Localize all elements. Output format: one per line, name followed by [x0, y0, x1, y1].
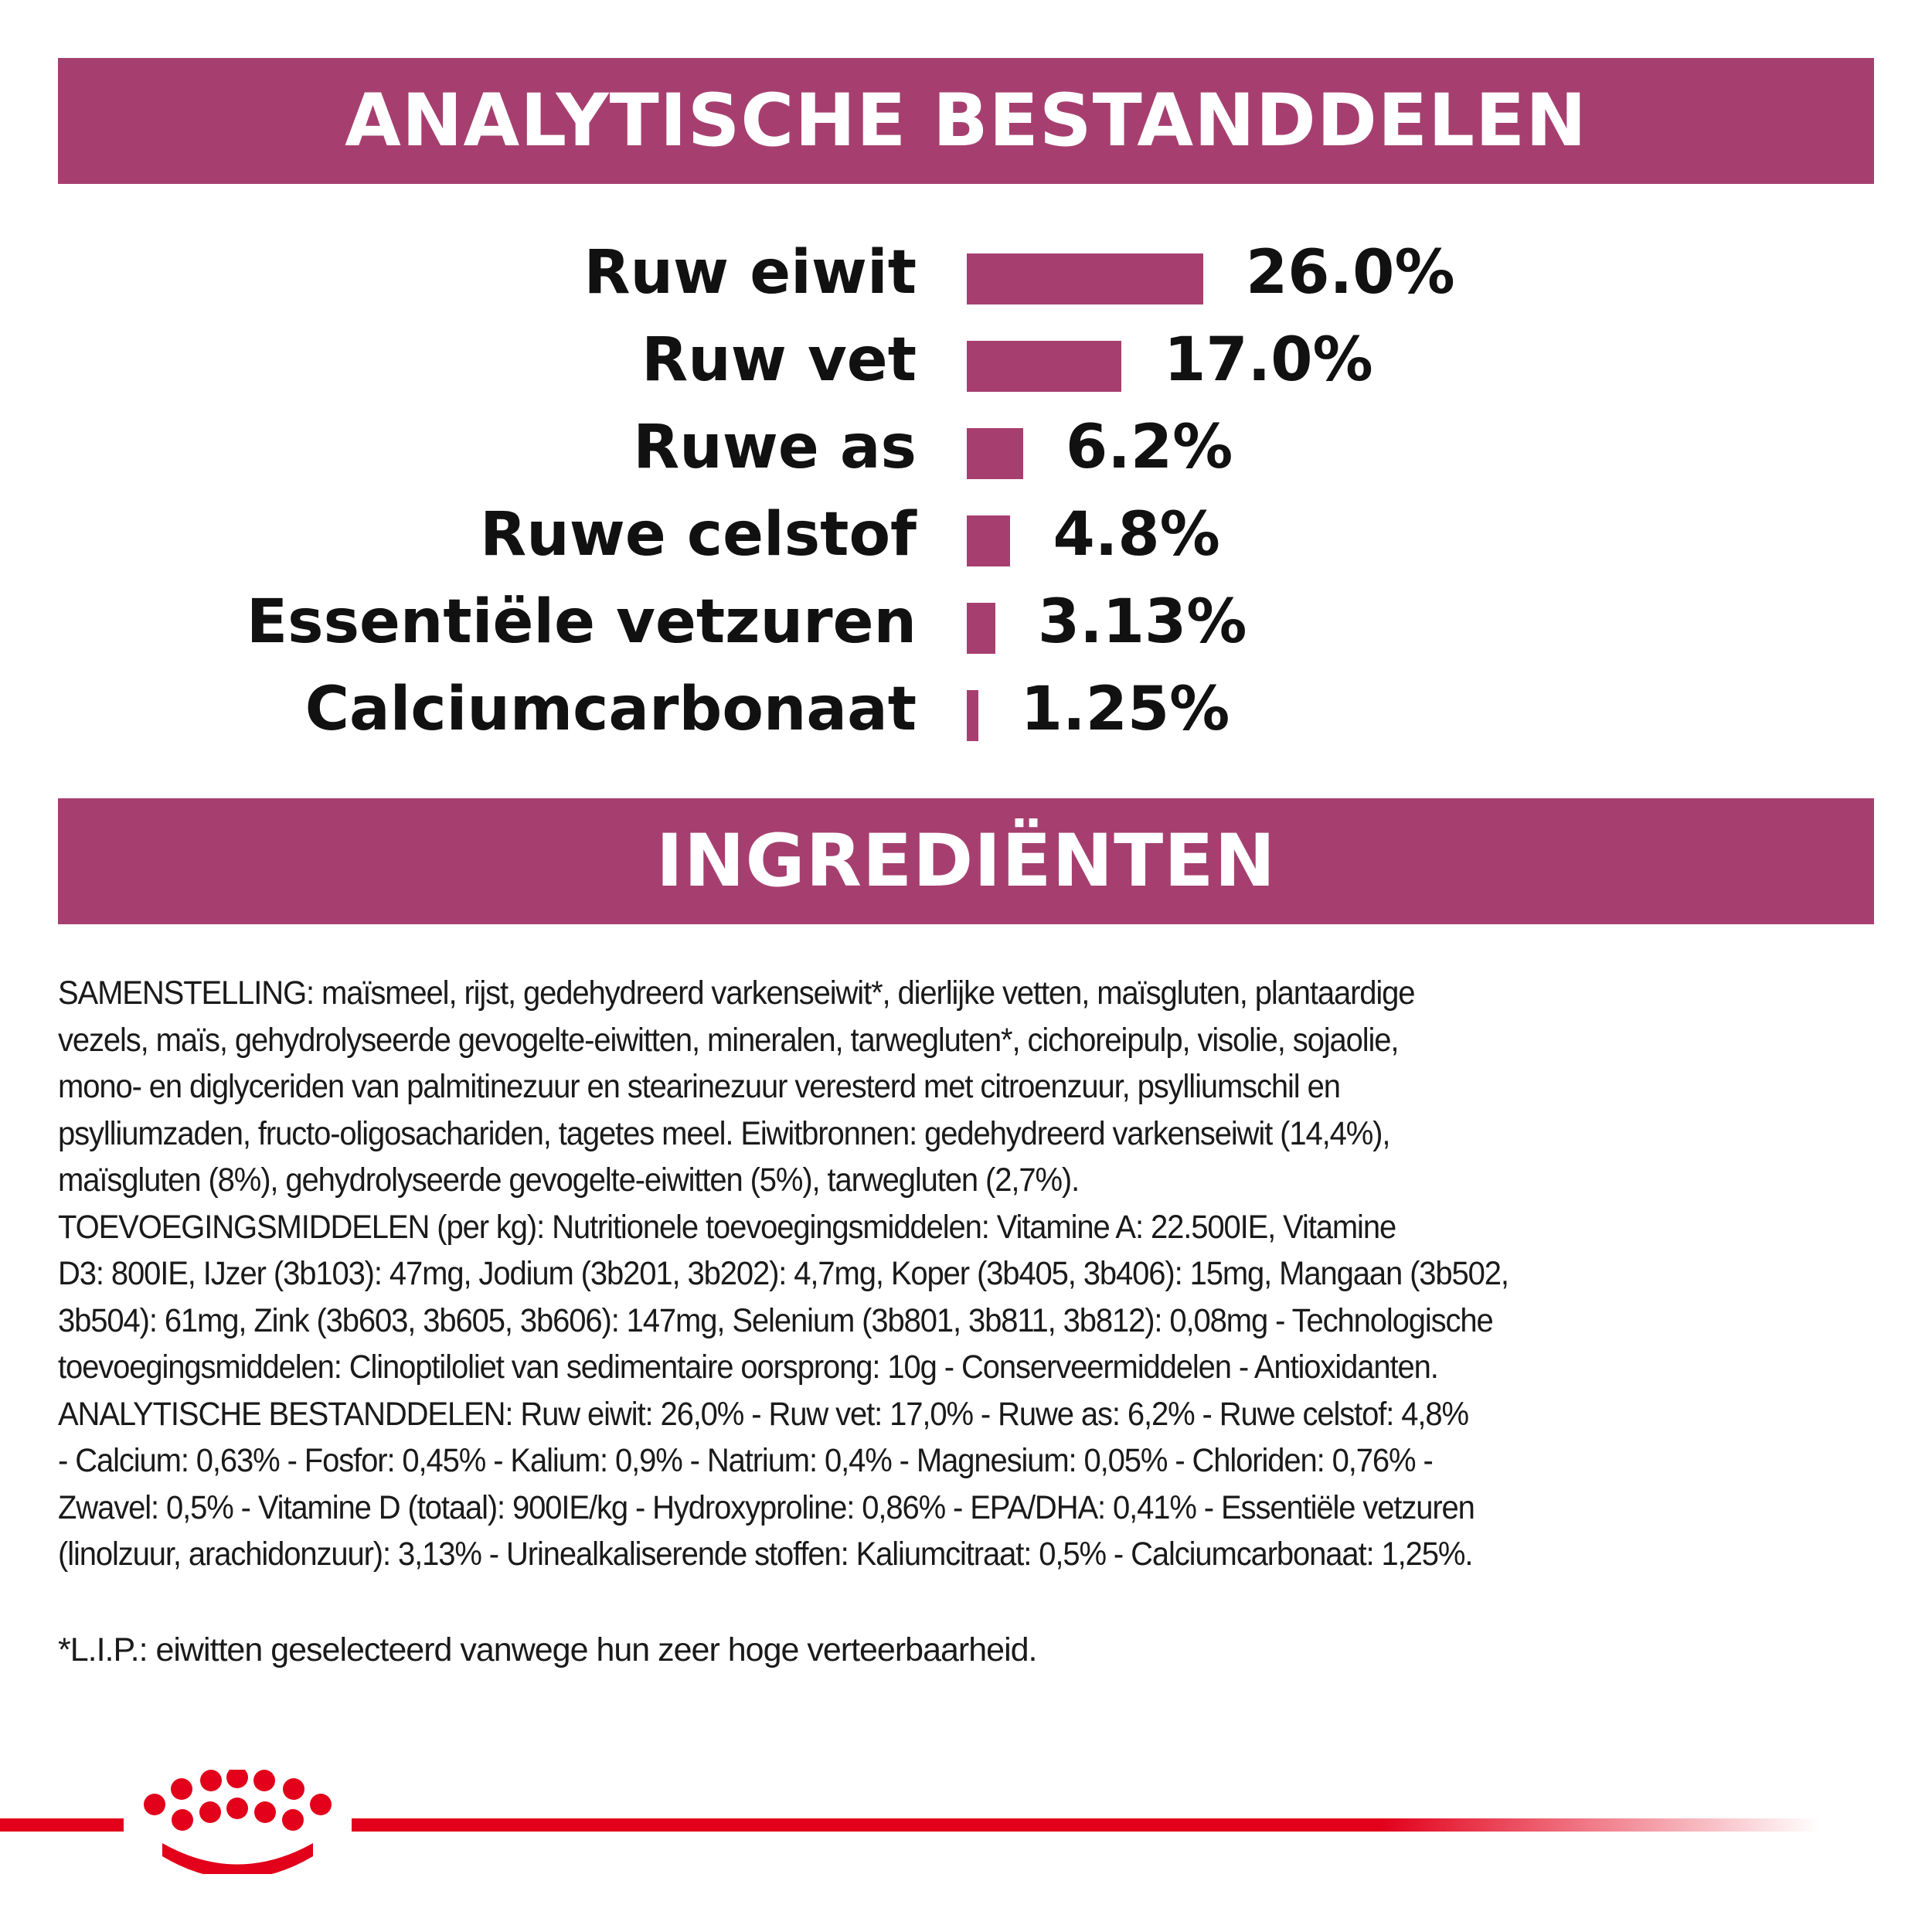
nutrient-bar: [967, 253, 1203, 304]
royal-canin-crown-icon: [144, 1770, 332, 1874]
nutrient-value: 3.13%: [1037, 587, 1247, 657]
nutrient-row: Ruwe celstof 4.8%: [0, 496, 1932, 573]
composition-line: (linolzuur, arachidonzuur): 3,13% - Urin…: [58, 1536, 1473, 1573]
footnote: *L.I.P.: eiwitten geselecteerd vanwege h…: [58, 1631, 1037, 1668]
crown-dots: [144, 1770, 332, 1831]
nutrient-row: Ruw eiwit 26.0%: [0, 234, 1932, 311]
nutrient-label: Essentiële vetzuren: [246, 587, 917, 657]
nutrient-bar: [967, 341, 1122, 392]
nutrient-label: Ruwe as: [633, 413, 917, 482]
composition-line: mono- en diglyceriden van palmitinezuur …: [58, 1068, 1341, 1105]
composition-line: vezels, maïs, gehydrolyseerde gevogelte-…: [58, 1021, 1400, 1059]
analysis-banner: ANALYTISCHE BESTANDDELEN: [58, 58, 1874, 184]
nutrient-value: 26.0%: [1246, 238, 1455, 308]
ingredients-banner: INGREDIËNTEN: [58, 798, 1874, 924]
composition-line: ANALYTISCHE BESTANDDELEN: Ruw eiwit: 26,…: [58, 1395, 1469, 1433]
nutrient-bar: [967, 515, 1011, 566]
analysis-title: ANALYTISCHE BESTANDDELEN: [345, 79, 1587, 163]
ingredients-title: INGREDIËNTEN: [655, 819, 1277, 903]
nutrient-label: Calciumcarbonaat: [304, 675, 917, 744]
nutrient-bar: [967, 428, 1023, 479]
composition-line: 3b504): 61mg, Zink (3b603, 3b605, 3b606)…: [58, 1301, 1494, 1339]
composition-text: SAMENSTELLING: maïsmeel, rijst, gedehydr…: [58, 970, 1776, 1578]
nutrient-label: Ruwe celstof: [480, 500, 917, 570]
crown-band: [162, 1843, 313, 1874]
nutrient-row: Ruwe as 6.2%: [0, 409, 1932, 486]
composition-line: SAMENSTELLING: maïsmeel, rijst, gedehydr…: [58, 975, 1416, 1012]
nutrient-row: Calciumcarbonaat 1.25%: [0, 671, 1932, 748]
composition-line: psylliumzaden, fructo-oligosachariden, t…: [58, 1114, 1390, 1152]
nutrient-value: 4.8%: [1053, 500, 1220, 570]
composition-line: TOEVOEGINGSMIDDELEN (per kg): Nutritione…: [58, 1208, 1396, 1246]
nutrient-bar: [967, 603, 995, 654]
footer-line-right: [352, 1818, 1820, 1832]
nutrient-label: Ruw eiwit: [583, 238, 917, 308]
nutrient-bar: [967, 690, 978, 741]
composition-line: - Calcium: 0,63% - Fosfor: 0,45% - Kaliu…: [58, 1442, 1434, 1479]
composition-line: D3: 800IE, IJzer (3b103): 47mg, Jodium (…: [58, 1255, 1509, 1292]
nutrient-label: Ruw vet: [641, 325, 917, 395]
nutrient-value: 1.25%: [1020, 675, 1230, 744]
nutrient-row: Ruw vet 17.0%: [0, 321, 1932, 399]
nutrient-value: 17.0%: [1164, 325, 1373, 395]
nutrient-value: 6.2%: [1065, 413, 1233, 482]
footer-line-left: [0, 1818, 124, 1832]
nutrient-row: Essentiële vetzuren 3.13%: [0, 583, 1932, 661]
composition-line: Zwavel: 0,5% - Vitamine D (totaal): 900I…: [58, 1488, 1475, 1526]
composition-line: toevoegingsmiddelen: Clinoptiloliet van …: [58, 1349, 1439, 1386]
composition-line: maïsgluten (8%), gehydrolyseerde gevogel…: [58, 1162, 1080, 1199]
